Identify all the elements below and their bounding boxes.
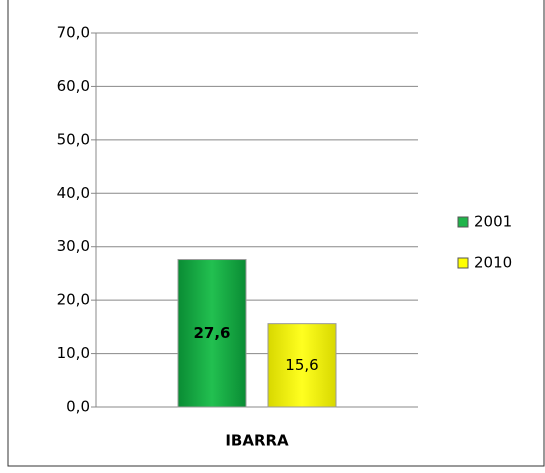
y-tick-label: 20,0 xyxy=(57,291,90,309)
y-tick-label: 0,0 xyxy=(66,398,90,416)
legend-swatch xyxy=(457,257,469,269)
bar xyxy=(267,323,337,408)
data-label: 15,6 xyxy=(285,356,318,374)
y-tick-label: 40,0 xyxy=(57,184,90,202)
legend-swatch xyxy=(457,216,469,228)
y-tick-label: 30,0 xyxy=(57,237,90,255)
y-tick-label: 60,0 xyxy=(57,77,90,95)
x-tick-label: IBARRA xyxy=(225,432,289,450)
legend-label: 2001 xyxy=(474,213,512,231)
y-tick-label: 50,0 xyxy=(57,130,90,148)
y-tick-label: 70,0 xyxy=(57,24,90,42)
bar xyxy=(177,259,247,408)
legend-label: 2010 xyxy=(474,254,512,272)
y-tick-label: 10,0 xyxy=(57,344,90,362)
data-label: 27,6 xyxy=(193,324,230,342)
